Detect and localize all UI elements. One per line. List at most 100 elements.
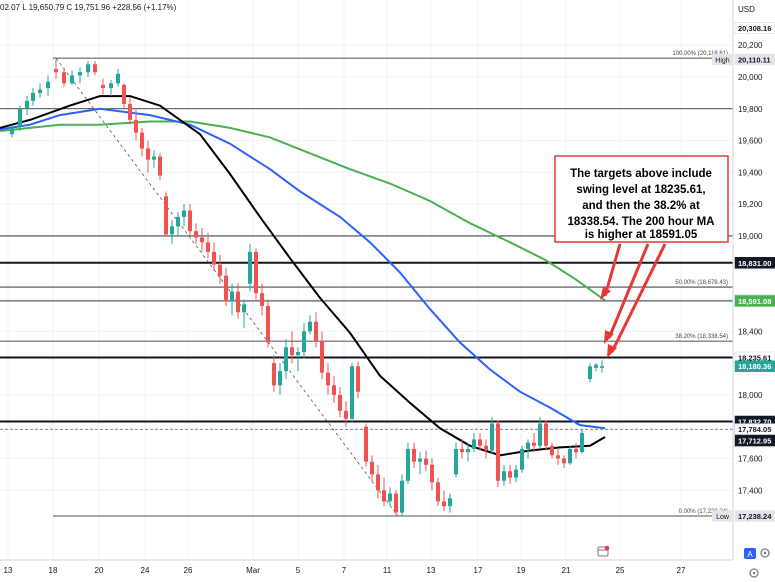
y-tick-label: 19,000 [738,232,763,241]
candle-body [370,461,374,475]
price-tag-bg [734,53,775,66]
annotation-line: is higher at 18591.05 [585,229,698,241]
candle [478,433,482,451]
fib-label: 0.00% (17,238.24) [679,509,728,515]
candle [254,248,258,300]
candle-body [388,493,392,502]
candle [600,359,604,373]
y-tick-label: 20,000 [738,73,763,82]
candle [338,386,342,418]
zoom-icon[interactable]: A [744,548,756,559]
candle-body [296,351,300,356]
x-tick-label: 25 [616,566,625,575]
candle-body [600,366,604,368]
candle-body [278,371,282,386]
candle-body [418,458,422,462]
candle [580,429,584,454]
candle-body [170,226,174,235]
candle [46,75,50,97]
price-tag-label: 17,712.95 [738,437,771,446]
price-tag-label: 20,308.16 [738,24,771,33]
candle-body [93,64,97,73]
candle-body [236,291,240,313]
candle [514,464,518,483]
price-tag-bg [734,257,775,269]
candle [412,442,416,469]
x-tick-label: 20 [95,566,104,575]
candle-body [320,340,324,373]
candle-body [260,293,264,306]
candle-body [490,423,494,451]
candle-body [230,291,234,302]
y-tick-label: 17,600 [738,454,763,463]
candle-body [86,64,90,73]
x-tick-label: 7 [342,566,347,575]
candle-body [302,331,306,352]
candle [38,83,42,98]
candle [490,417,494,454]
x-tick-label: 27 [677,566,686,575]
candle [86,61,90,77]
side-tag-bg [712,53,733,65]
x-tick-label: 13 [4,566,13,575]
x-tick-label: 5 [296,566,301,575]
candle-body [290,347,294,356]
candle-body [394,493,398,513]
gear-icon[interactable] [760,548,770,558]
price-tag-bg [734,360,775,372]
candle [454,442,458,478]
price-axis[interactable] [733,0,775,582]
candle [472,433,476,453]
candle-body [122,84,126,105]
candle-body [580,433,584,453]
candle [260,283,264,316]
price-tag-label: 17,238.24 [738,512,772,521]
candle-body [194,231,198,238]
candle [278,363,282,395]
candle-body [78,72,82,76]
candle [101,78,105,95]
candle-body [556,455,560,459]
x-tick-label: 13 [427,566,436,575]
price-tag-label: 18,235.61 [738,353,771,362]
price-tag: 20,110.11 High [712,53,775,66]
candle-body [308,321,312,332]
candle [418,452,422,475]
candle [290,331,294,364]
price-tag: 17,784.05 [734,423,775,435]
candle-body [140,132,144,149]
candle-body [588,366,592,380]
price-tag: 17,712.95 [734,434,775,447]
candle [200,227,204,252]
price-tag-label: 17,832.70 [738,418,771,427]
candle [364,423,368,467]
candle [272,355,276,392]
candle-body [376,474,380,491]
candle-body [272,363,276,386]
candle [400,474,404,516]
candle [206,232,210,259]
candle [442,490,446,511]
candle-body [128,104,132,120]
candle [574,442,578,459]
candle [134,108,138,141]
calendar-icon[interactable] [597,545,610,557]
candle-body [314,321,318,341]
candle [188,204,192,236]
candle-body [182,210,186,217]
settings-icon[interactable] [749,568,759,578]
candle [158,153,162,181]
candle-body [412,448,416,462]
candle-body [344,410,348,419]
x-tick-label: 21 [562,566,571,575]
candle-body [400,480,404,513]
candle [544,420,548,451]
candle-body [472,439,476,449]
candle-body [430,464,434,483]
candle [502,464,506,486]
candle [508,464,512,484]
candle [194,223,198,244]
candle [484,439,488,459]
candle [430,458,434,491]
candle [236,283,240,319]
